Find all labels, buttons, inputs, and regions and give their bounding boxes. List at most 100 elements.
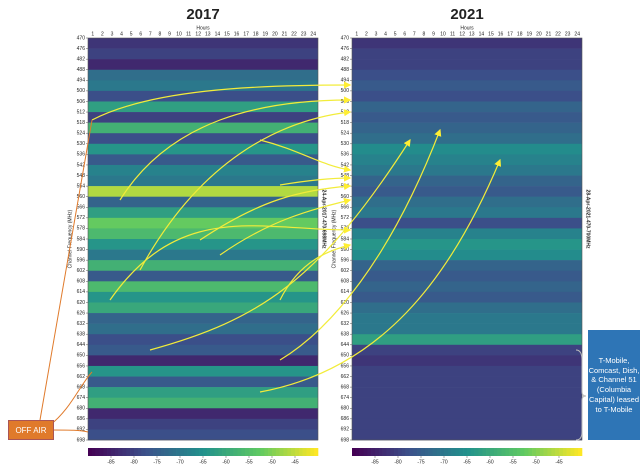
- hour-label: 8: [158, 31, 161, 37]
- colorbar-label: -45: [555, 459, 562, 465]
- colorbar-cell: [299, 448, 303, 456]
- hour-label: 24: [310, 31, 316, 37]
- hour-label: 15: [488, 31, 494, 37]
- colorbar-cell: [226, 448, 230, 456]
- heat-row: [352, 398, 582, 409]
- heat-row: [88, 207, 318, 218]
- y-tick-label: 494: [341, 78, 350, 84]
- hour-label: 11: [450, 31, 455, 37]
- colorbar-cell: [199, 448, 203, 456]
- y-tick-label: 680: [341, 406, 350, 412]
- colorbar-cell: [356, 448, 360, 456]
- colorbar-cell: [314, 448, 318, 456]
- heat-row: [352, 355, 582, 366]
- y-tick-label: 608: [341, 279, 350, 285]
- colorbar-cell: [203, 448, 207, 456]
- y-tick-label: 572: [77, 215, 86, 221]
- colorbar-cell: [218, 448, 222, 456]
- y-tick-label: 470: [77, 35, 86, 41]
- heat-row: [352, 101, 582, 112]
- colorbar-cell: [528, 448, 532, 456]
- y-tick-label: 662: [77, 374, 86, 380]
- heat-row: [88, 355, 318, 366]
- hour-label: 3: [111, 31, 114, 37]
- colorbar-cell: [261, 448, 265, 456]
- colorbar-cell: [188, 448, 192, 456]
- y-tick-label: 596: [77, 257, 86, 263]
- colorbar-cell: [126, 448, 130, 456]
- y-tick-label: 644: [77, 342, 86, 348]
- colorbar-cell: [176, 448, 180, 456]
- heat-row: [88, 154, 318, 165]
- y-tick-label: 560: [341, 194, 350, 200]
- y-label: Channel Frequency (MHz): [331, 209, 337, 268]
- hour-label: 18: [253, 31, 259, 37]
- colorbar-label: -65: [463, 459, 470, 465]
- colorbar-cell: [371, 448, 375, 456]
- colorbar-cell: [486, 448, 490, 456]
- hour-label: 15: [224, 31, 230, 37]
- hour-label: 6: [403, 31, 406, 37]
- y-tick-label: 686: [341, 416, 350, 422]
- colorbar-cell: [107, 448, 111, 456]
- y-tick-label: 542: [341, 162, 350, 168]
- callout: T-Mobile, Comcast, Dish, & Channel 51 (C…: [588, 330, 640, 440]
- y-tick-label: 512: [77, 109, 86, 115]
- heat-row: [352, 292, 582, 303]
- colorbar-cell: [421, 448, 425, 456]
- y-tick-label: 674: [341, 395, 350, 401]
- hour-label: 11: [186, 31, 191, 37]
- colorbar-cell: [111, 448, 115, 456]
- colorbar-cell: [284, 448, 288, 456]
- colorbar-cell: [88, 448, 92, 456]
- heat-row: [352, 281, 582, 292]
- colorbar-cell: [153, 448, 157, 456]
- colorbar-cell: [502, 448, 506, 456]
- colorbar-cell: [387, 448, 391, 456]
- colorbar-cell: [402, 448, 406, 456]
- heat-row: [352, 260, 582, 271]
- hour-label: 22: [555, 31, 561, 37]
- colorbar-cell: [134, 448, 138, 456]
- heat-row: [352, 154, 582, 165]
- heat-row: [88, 334, 318, 345]
- colorbar-cell: [184, 448, 188, 456]
- colorbar-cell: [295, 448, 299, 456]
- hour-label: 24: [574, 31, 580, 37]
- colorbar-label: -70: [176, 459, 183, 465]
- heat-row: [352, 377, 582, 388]
- heat-row: [352, 70, 582, 81]
- heat-row: [352, 186, 582, 197]
- heat-row: [352, 49, 582, 60]
- colorbar-cell: [505, 448, 509, 456]
- heat-row: [88, 387, 318, 398]
- heat-row: [352, 112, 582, 123]
- y-tick-label: 644: [341, 342, 350, 348]
- hour-label: 1: [91, 31, 94, 37]
- colorbar-cell: [92, 448, 96, 456]
- colorbar-cell: [253, 448, 257, 456]
- colorbar-cell: [192, 448, 196, 456]
- hour-label: 12: [459, 31, 465, 37]
- heat-row: [352, 80, 582, 91]
- colorbar-cell: [130, 448, 134, 456]
- colorbar-cell: [463, 448, 467, 456]
- heat-row: [352, 366, 582, 377]
- hour-label: 8: [422, 31, 425, 37]
- colorbar-cell: [195, 448, 199, 456]
- hour-label: 23: [301, 31, 307, 37]
- heat-row: [88, 144, 318, 155]
- colorbar-cell: [234, 448, 238, 456]
- heat-row: [352, 313, 582, 324]
- y-tick-label: 698: [77, 437, 86, 443]
- heat-row: [352, 38, 582, 49]
- hour-label: 19: [527, 31, 533, 37]
- colorbar-cell: [123, 448, 127, 456]
- y-tick-label: 470: [341, 35, 350, 41]
- colorbar-cell: [291, 448, 295, 456]
- y-tick-label: 536: [77, 152, 86, 158]
- colorbar-cell: [471, 448, 475, 456]
- colorbar-label: -85: [107, 459, 114, 465]
- y-tick-label: 482: [77, 56, 86, 62]
- heat-row: [352, 239, 582, 250]
